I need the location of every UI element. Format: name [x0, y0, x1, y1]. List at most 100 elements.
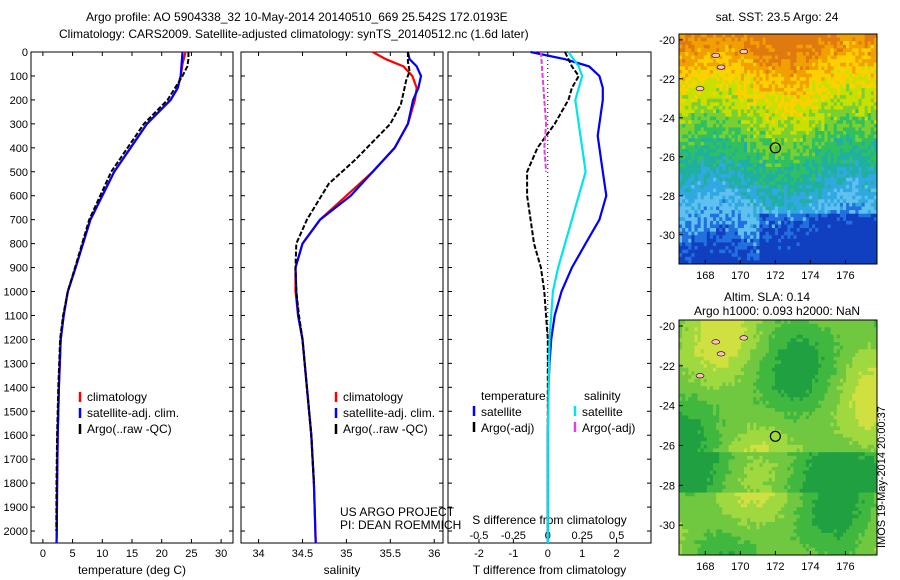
map-cell	[706, 109, 711, 114]
map-cell	[719, 120, 723, 125]
map-cell	[796, 131, 801, 136]
map-cell	[765, 353, 770, 358]
map-cell	[815, 188, 819, 193]
map-cell	[731, 120, 736, 125]
map-cell	[867, 77, 872, 82]
map-cell	[830, 228, 835, 233]
map-cell	[685, 145, 689, 150]
map-cell	[799, 231, 804, 236]
map-cell	[706, 95, 711, 100]
map-cell	[787, 327, 791, 332]
map-cell	[821, 73, 825, 78]
map-cell	[815, 349, 819, 354]
map-cell	[679, 181, 683, 186]
map-cell	[802, 44, 807, 49]
map-cell	[815, 113, 819, 118]
map-cell	[852, 62, 856, 67]
map-cell	[870, 145, 875, 150]
map-cell	[731, 84, 736, 89]
map-cell	[787, 249, 791, 254]
map-cell	[842, 256, 847, 261]
map-cell	[781, 37, 785, 42]
map-cell	[849, 156, 853, 161]
map-cell	[765, 192, 770, 197]
map-cell	[861, 91, 866, 96]
map-cell	[753, 338, 757, 343]
map-cell	[682, 192, 686, 197]
map-cell	[855, 338, 859, 343]
map-cell	[740, 159, 745, 164]
map-cell	[679, 224, 683, 229]
map-cell	[722, 131, 726, 136]
map-cell	[842, 51, 847, 56]
map-cell	[719, 102, 723, 107]
map-cell	[679, 256, 683, 261]
map-cell	[781, 181, 785, 186]
map-cell	[703, 87, 708, 92]
map-cell	[827, 174, 831, 179]
map-cell	[867, 166, 872, 171]
map-cell	[824, 181, 828, 186]
map-cell	[768, 195, 773, 200]
map-cell	[784, 98, 788, 103]
map-cell	[802, 138, 807, 143]
map-cell	[778, 120, 782, 125]
map-cell	[796, 202, 801, 207]
map-cell	[812, 184, 816, 189]
map-cell	[713, 91, 717, 96]
map-cell	[855, 66, 859, 71]
map-cell	[682, 246, 686, 251]
map-cell	[855, 188, 859, 193]
map-cell	[815, 105, 819, 110]
map-cell	[762, 95, 767, 100]
map-cell	[861, 181, 866, 186]
map-cell	[830, 116, 835, 121]
series-line	[294, 52, 411, 484]
map-cell	[722, 253, 726, 258]
map-cell	[719, 34, 723, 38]
map-cell	[858, 327, 862, 332]
map-cell	[846, 55, 850, 60]
map-cell	[873, 174, 878, 179]
map-cell	[849, 116, 853, 121]
map-cell	[867, 59, 872, 64]
map-cell	[812, 166, 816, 171]
map-cell	[756, 213, 760, 218]
map-cell	[697, 77, 702, 82]
map-cell	[734, 253, 739, 258]
map-cell	[793, 256, 797, 261]
map-cell	[778, 116, 782, 121]
map-cell	[858, 242, 862, 247]
map-cell	[815, 260, 819, 265]
map-cell	[700, 256, 705, 261]
map-cell	[753, 331, 757, 336]
map-cell	[808, 95, 813, 100]
map-cell	[836, 166, 841, 171]
map-cell	[833, 192, 838, 197]
map-cell	[787, 202, 791, 207]
map-cell	[802, 95, 807, 100]
map-cell	[731, 323, 736, 328]
map-cell	[821, 217, 825, 222]
map-cell	[805, 145, 810, 150]
map-cell	[839, 73, 844, 78]
map-cell	[846, 246, 850, 251]
map-cell	[737, 95, 742, 100]
map-cell	[750, 41, 754, 46]
map-cell	[852, 342, 856, 347]
map-cell	[805, 123, 810, 128]
legend-label: Argo(-adj)	[582, 421, 635, 435]
map-cell	[771, 242, 776, 247]
map-cell	[709, 177, 714, 182]
map-cell	[846, 338, 850, 343]
map-cell	[697, 98, 702, 103]
map-cell	[682, 353, 686, 358]
map-cell	[864, 192, 869, 197]
map-cell	[870, 256, 875, 261]
map-cell	[703, 331, 708, 336]
map-cell	[784, 231, 788, 236]
map-cell	[719, 210, 723, 215]
map-cell	[824, 105, 828, 110]
map-cell	[827, 62, 831, 67]
map-cell	[740, 195, 745, 200]
